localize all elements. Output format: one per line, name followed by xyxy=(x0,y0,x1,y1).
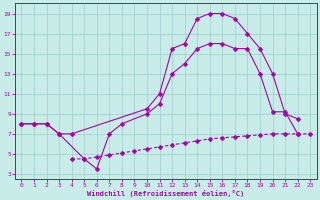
X-axis label: Windchill (Refroidissement éolien,°C): Windchill (Refroidissement éolien,°C) xyxy=(87,190,244,197)
